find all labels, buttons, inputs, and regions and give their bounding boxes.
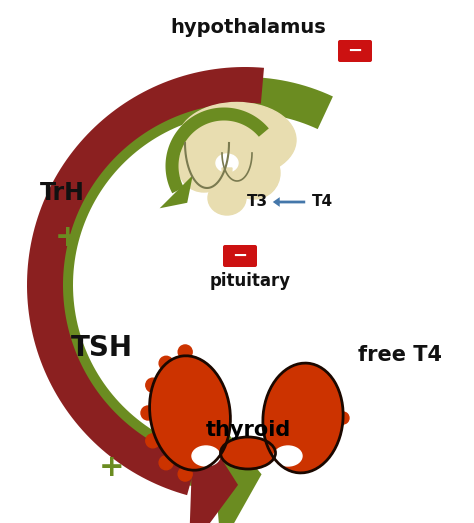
Text: pituitary: pituitary — [210, 272, 291, 290]
FancyBboxPatch shape — [338, 40, 372, 62]
Polygon shape — [37, 77, 333, 491]
Ellipse shape — [301, 410, 313, 422]
Ellipse shape — [141, 406, 155, 420]
Ellipse shape — [159, 356, 173, 370]
Text: T4: T4 — [312, 195, 333, 210]
FancyBboxPatch shape — [223, 245, 257, 267]
Text: T3: T3 — [247, 195, 268, 210]
Ellipse shape — [216, 154, 238, 172]
Ellipse shape — [146, 378, 160, 392]
Text: TrH: TrH — [39, 181, 84, 205]
Ellipse shape — [178, 467, 192, 481]
Text: TSH: TSH — [71, 334, 133, 362]
Ellipse shape — [192, 446, 220, 466]
Ellipse shape — [301, 414, 313, 426]
Polygon shape — [222, 168, 232, 183]
Ellipse shape — [146, 434, 160, 448]
Ellipse shape — [274, 446, 302, 466]
Text: −: − — [347, 42, 363, 60]
Ellipse shape — [178, 103, 296, 177]
Text: free T4: free T4 — [358, 345, 442, 365]
Text: thyroid: thyroid — [205, 420, 291, 440]
Text: +: + — [55, 222, 81, 252]
Ellipse shape — [220, 437, 275, 469]
Text: −: − — [232, 247, 247, 265]
Polygon shape — [27, 67, 264, 495]
Ellipse shape — [208, 181, 246, 215]
Polygon shape — [165, 108, 269, 194]
Ellipse shape — [159, 456, 173, 470]
Polygon shape — [189, 415, 238, 523]
Ellipse shape — [337, 412, 349, 424]
Ellipse shape — [228, 147, 280, 199]
Ellipse shape — [263, 363, 343, 473]
Ellipse shape — [178, 140, 230, 192]
Text: hypothalamus: hypothalamus — [170, 18, 326, 37]
Ellipse shape — [327, 413, 339, 425]
Ellipse shape — [229, 375, 267, 405]
Polygon shape — [209, 410, 262, 523]
Ellipse shape — [178, 345, 192, 359]
Ellipse shape — [150, 356, 230, 470]
Text: +: + — [99, 452, 125, 482]
Polygon shape — [160, 175, 193, 208]
Ellipse shape — [327, 411, 339, 423]
